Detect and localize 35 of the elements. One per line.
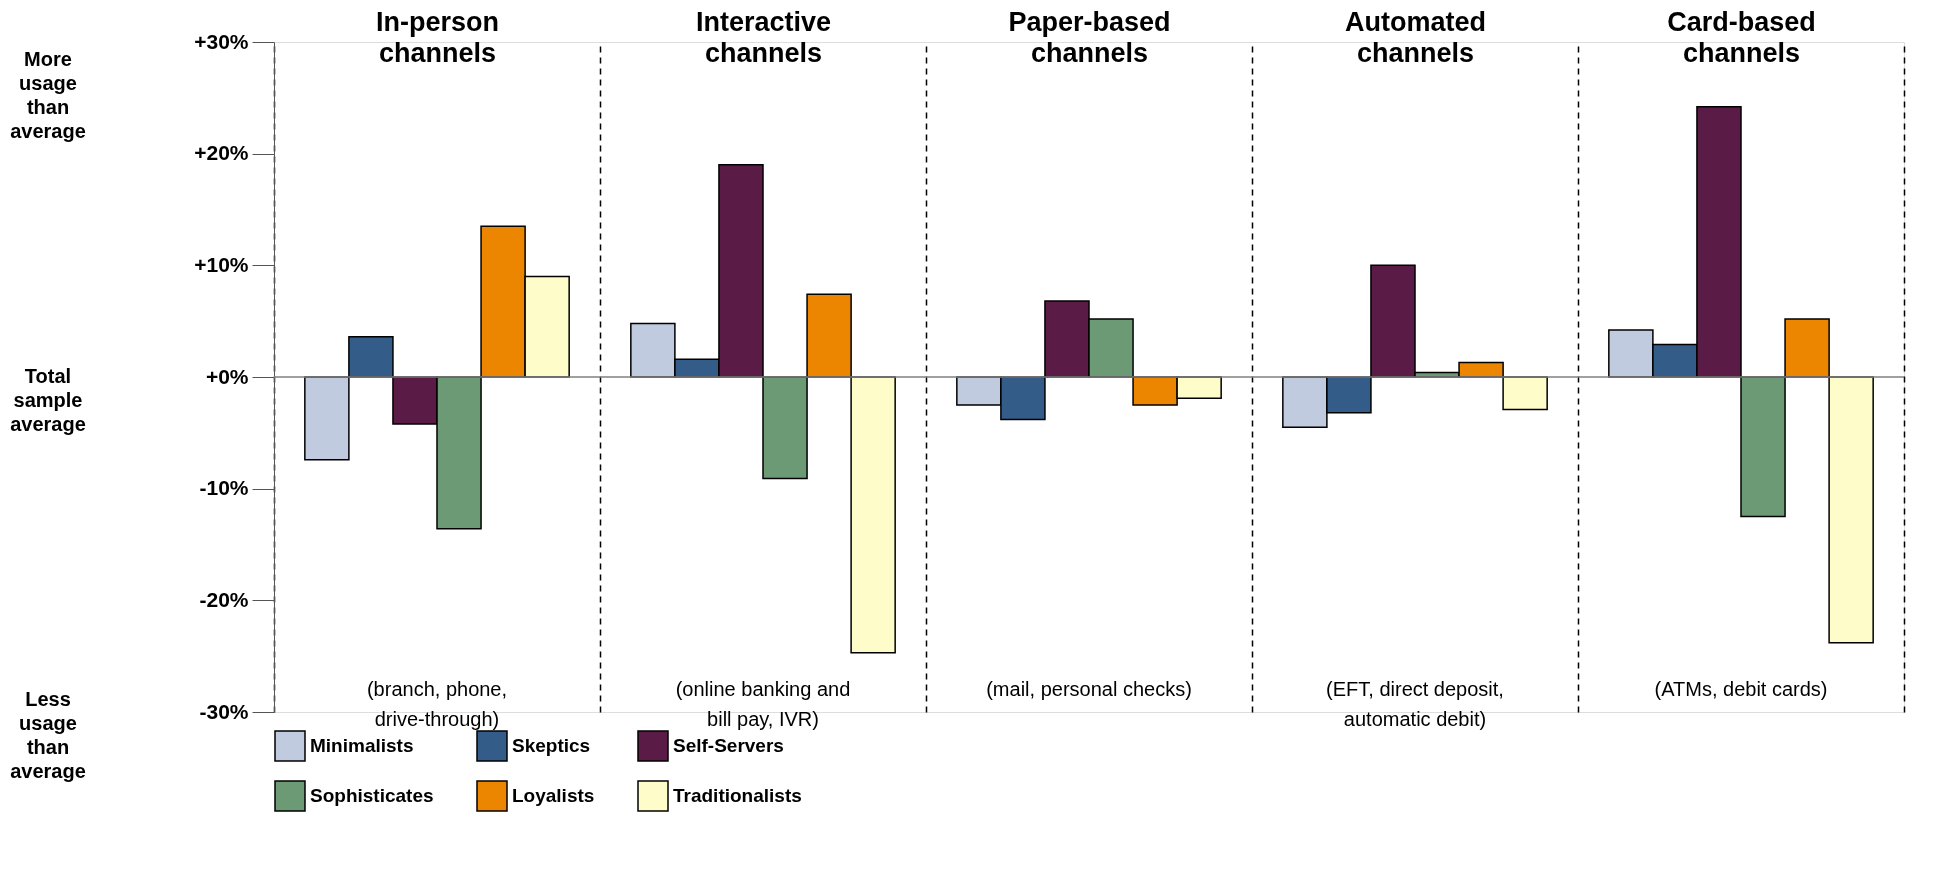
x-tick-label: In-person channels xyxy=(375,6,500,68)
legend-label: Skeptics xyxy=(512,735,591,756)
bar xyxy=(304,376,350,461)
legend-label: Traditionalists xyxy=(673,785,802,806)
annotation: (online banking and bill pay, IVR) xyxy=(675,678,851,730)
legend-label: Loyalists xyxy=(512,785,595,806)
x-tick-label: Automated channels xyxy=(1345,6,1486,68)
legend-label: Minimalists xyxy=(310,735,414,756)
annotation: (branch, phone, drive-through) xyxy=(366,678,508,730)
y-tick-label: -30% xyxy=(199,699,249,723)
bar xyxy=(1740,376,1786,518)
legend-label: Self-Servers xyxy=(673,735,784,756)
bar xyxy=(1784,318,1830,378)
bar xyxy=(850,376,896,654)
annotation: (EFT, direct deposit, automatic debit) xyxy=(1326,678,1504,730)
text: Total sample average xyxy=(10,365,86,435)
x-tick-label: Card-based channels xyxy=(1667,6,1816,68)
text: More usage than average xyxy=(10,48,86,142)
text: Less usage than average xyxy=(10,688,86,782)
annotation: (ATMs, debit cards) xyxy=(1654,678,1828,700)
bar xyxy=(1502,376,1548,411)
y-tick-label: -20% xyxy=(199,587,249,611)
bar xyxy=(806,293,852,378)
x-tick-label: Paper-based channels xyxy=(1008,6,1171,68)
x-tick-label: Interactive channels xyxy=(695,6,832,68)
y-tick-label: +20% xyxy=(194,141,249,165)
y-tick-label: +30% xyxy=(194,29,249,53)
bar xyxy=(348,336,394,378)
y-tick-label: +10% xyxy=(194,252,249,276)
bar xyxy=(762,376,808,480)
y-tick-label: +0% xyxy=(205,364,249,388)
bar xyxy=(1828,376,1874,644)
legend-label: Sophisticates xyxy=(310,785,434,806)
annotation: (mail, personal checks) xyxy=(986,678,1192,700)
y-tick-label: -10% xyxy=(199,476,249,500)
